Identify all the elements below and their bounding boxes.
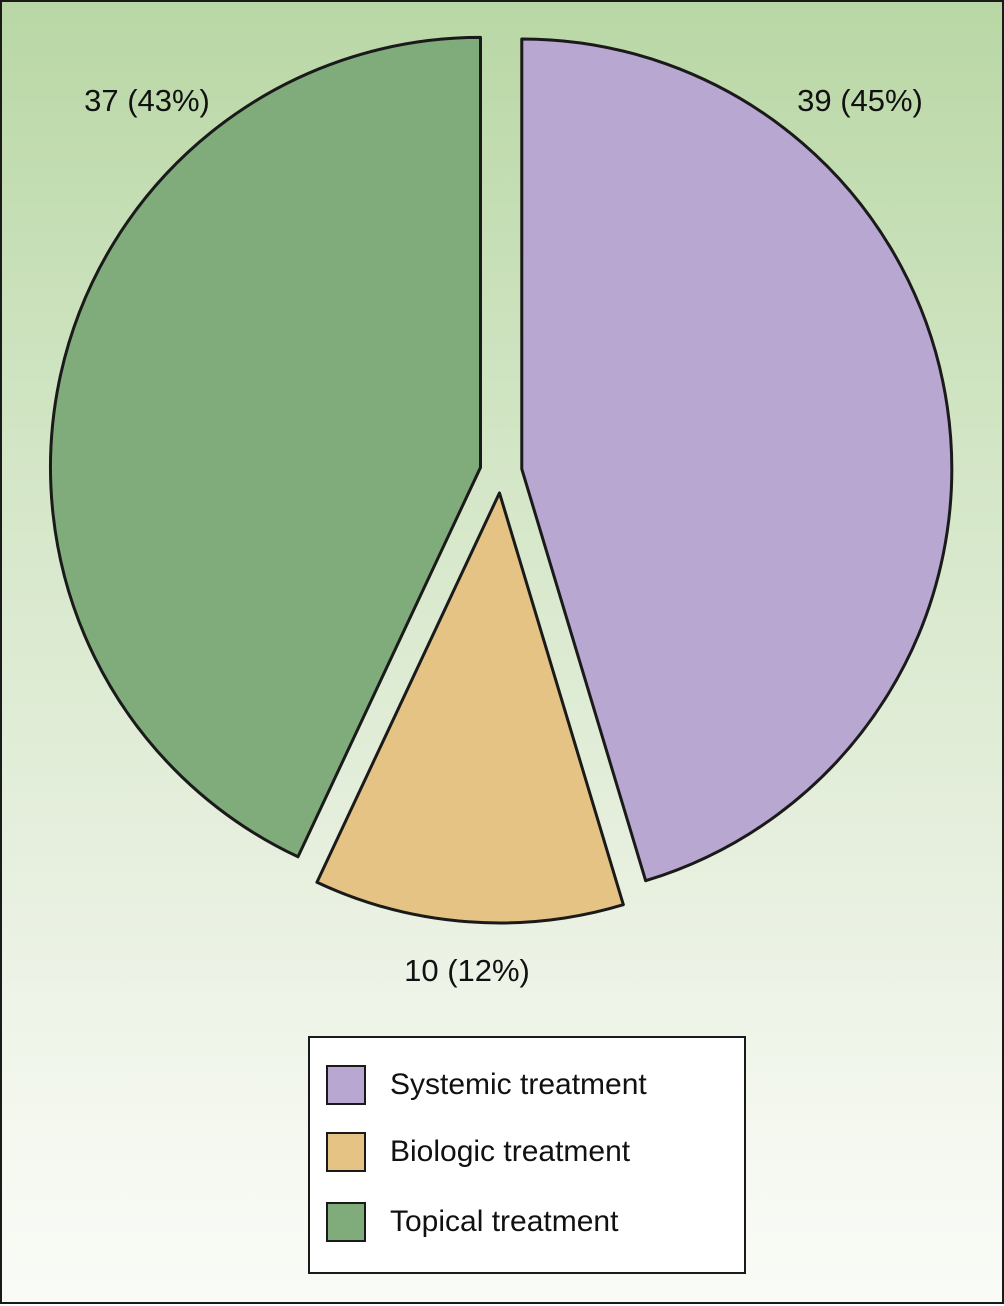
legend-item-systemic: Systemic treatment <box>326 1063 647 1107</box>
legend-label-systemic: Systemic treatment <box>390 1068 647 1101</box>
pie-slice-biologic <box>315 491 625 925</box>
legend-swatch-systemic <box>326 1065 366 1105</box>
pie-slices <box>49 35 954 925</box>
pie-slice-systemic <box>520 37 954 883</box>
legend-label-biologic: Biologic treatment <box>390 1135 631 1168</box>
pie-slice-topical <box>49 35 482 859</box>
legend: Systemic treatment Biologic treatment To… <box>308 1036 746 1274</box>
data-label-systemic: 39 (45%) <box>797 83 923 118</box>
legend-swatch-topical <box>326 1202 366 1242</box>
pie-labels: 39 (45%) 10 (12%) 37 (43%) <box>84 83 923 988</box>
data-label-biologic: 10 (12%) <box>404 953 530 988</box>
legend-label-topical: Topical treatment <box>390 1205 619 1238</box>
data-label-topical: 37 (43%) <box>84 83 210 118</box>
legend-item-topical: Topical treatment <box>326 1200 618 1244</box>
legend-swatch-biologic <box>326 1132 366 1172</box>
legend-item-biologic: Biologic treatment <box>326 1130 630 1174</box>
